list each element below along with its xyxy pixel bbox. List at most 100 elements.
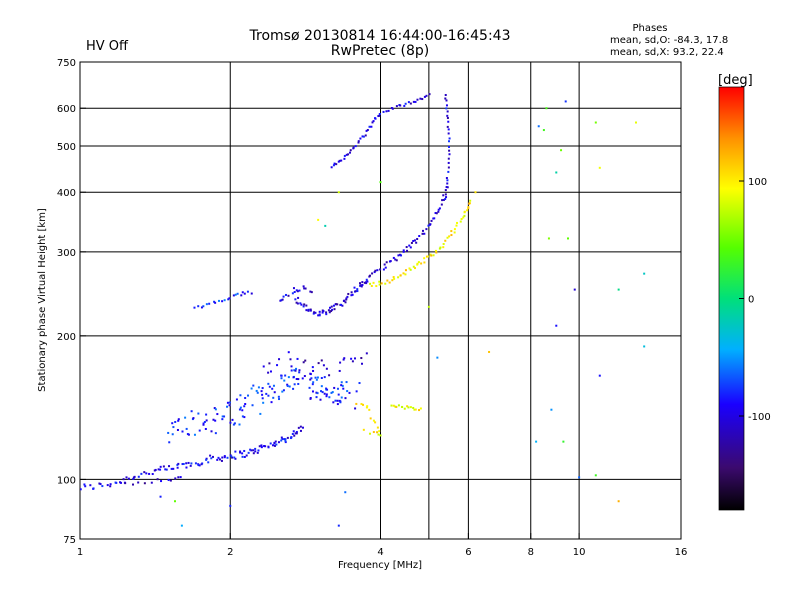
echo-point <box>312 381 315 384</box>
echo-point <box>403 104 406 107</box>
echo-point <box>412 100 415 103</box>
echo-point <box>284 439 287 442</box>
echo-point <box>450 234 453 237</box>
echo-point <box>372 120 375 123</box>
y-tick-label: 600 <box>57 104 76 115</box>
echo-point <box>446 182 449 185</box>
echo-point <box>408 267 411 270</box>
echo-point <box>320 376 323 379</box>
echo-point <box>176 463 179 466</box>
echo-point <box>231 418 234 421</box>
echo-point <box>403 407 406 410</box>
y-tick-label: 75 <box>63 535 76 546</box>
echo-point <box>447 166 450 169</box>
echo-point <box>174 477 177 480</box>
echo-point <box>442 243 445 246</box>
echo-point <box>349 149 352 152</box>
echo-point <box>545 107 548 110</box>
echo-point <box>340 384 343 387</box>
echo-point <box>239 450 242 453</box>
x-tick-label: 6 <box>465 547 471 558</box>
echo-point <box>257 386 260 389</box>
echo-point <box>321 311 324 314</box>
echo-point <box>340 159 343 162</box>
echo-point <box>176 428 179 431</box>
echo-point <box>441 199 444 202</box>
echo-point <box>304 359 307 362</box>
echo-point <box>412 406 415 409</box>
echo-point <box>339 361 342 364</box>
echo-point <box>205 413 208 416</box>
echo-point <box>442 198 445 201</box>
echo-point <box>99 483 102 486</box>
echo-point <box>271 387 274 390</box>
echo-point <box>445 104 448 107</box>
echo-point <box>214 408 217 411</box>
echo-point <box>172 426 175 429</box>
echo-point <box>382 110 385 113</box>
echo-point <box>466 209 469 212</box>
x-tick-label: 4 <box>377 547 383 558</box>
echo-point <box>289 358 292 361</box>
echo-point <box>274 440 277 443</box>
echo-point <box>365 352 368 355</box>
echo-point <box>442 194 445 197</box>
echo-point <box>436 356 439 359</box>
y-tick-label: 200 <box>57 332 76 343</box>
echo-point <box>355 390 358 393</box>
echo-point <box>408 244 411 247</box>
echo-point <box>395 259 398 262</box>
echo-point <box>362 428 365 431</box>
echo-point <box>277 441 280 444</box>
echo-point <box>361 283 364 286</box>
echo-point <box>171 422 174 425</box>
echo-point <box>345 297 348 300</box>
echo-point <box>198 464 201 467</box>
echo-point <box>324 224 327 227</box>
echo-point <box>233 456 236 459</box>
echo-point <box>447 132 450 135</box>
echo-point <box>258 445 261 448</box>
echo-point <box>223 456 226 459</box>
echo-point <box>281 298 284 301</box>
echo-point <box>245 454 248 457</box>
echo-point <box>205 458 208 461</box>
echo-point <box>325 393 328 396</box>
echo-point <box>346 390 349 393</box>
echo-point <box>307 308 310 311</box>
echo-point <box>336 403 339 406</box>
echo-point <box>252 384 255 387</box>
echo-point <box>202 423 205 426</box>
echo-point <box>184 416 187 419</box>
echo-point <box>284 374 287 377</box>
y-tick-label: 300 <box>57 248 76 259</box>
echo-point <box>185 462 188 465</box>
colorbar-tick-label: 0 <box>748 295 754 306</box>
echo-point <box>467 207 470 210</box>
echo-point <box>170 467 173 470</box>
echo-point <box>330 166 333 169</box>
echo-point <box>298 369 301 372</box>
echo-point <box>239 394 242 397</box>
echo-point <box>187 433 190 436</box>
echo-point <box>397 254 400 257</box>
echo-point <box>372 281 375 284</box>
echo-point <box>384 266 387 269</box>
echo-point <box>368 432 371 435</box>
echo-point <box>233 422 236 425</box>
echo-point <box>371 121 374 124</box>
echo-point <box>446 114 449 117</box>
echo-point <box>421 232 424 235</box>
x-tick-label: 2 <box>227 547 233 558</box>
echo-point <box>244 403 247 406</box>
echo-point <box>274 444 277 447</box>
colorbar-tick-label: 100 <box>748 177 767 188</box>
echo-point <box>555 324 558 327</box>
echo-point <box>426 255 429 258</box>
echo-point <box>84 485 87 488</box>
echo-point <box>228 297 231 300</box>
echo-point <box>342 387 345 390</box>
x-tick-label: 10 <box>573 547 586 558</box>
echo-point <box>368 408 371 411</box>
